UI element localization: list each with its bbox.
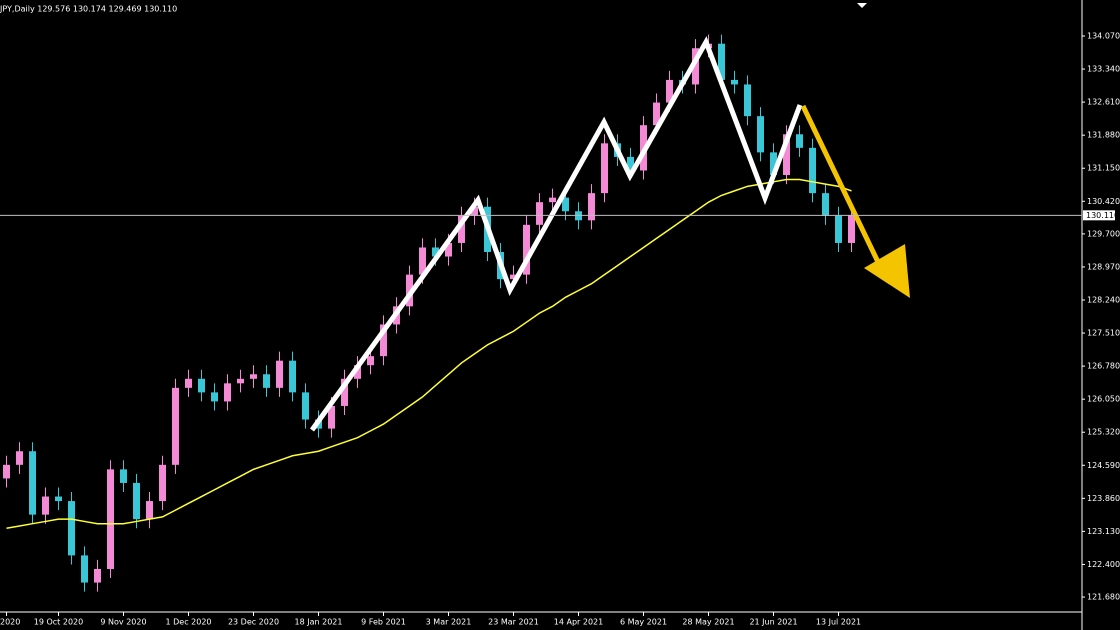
y-tick-label: 123.860 xyxy=(1087,494,1120,503)
y-tick-label: 123.130 xyxy=(1087,527,1120,536)
candle-body xyxy=(601,143,608,194)
candle-body xyxy=(757,116,764,153)
x-tick-label: 3 Mar 2021 xyxy=(426,618,472,627)
y-tick-label: 131.880 xyxy=(1087,131,1120,140)
candle-body xyxy=(510,274,517,280)
candle-body xyxy=(107,469,114,569)
candle-body xyxy=(549,197,556,203)
y-tick-label: 122.400 xyxy=(1087,560,1120,569)
shift-marker xyxy=(857,3,867,8)
y-tick-label: 121.680 xyxy=(1087,593,1120,602)
candle-body xyxy=(627,156,634,171)
last-price-box xyxy=(1083,210,1115,221)
candle-body xyxy=(731,79,738,85)
candle-body xyxy=(133,482,140,520)
candle-body xyxy=(172,387,179,465)
plot-area: 134.070 133.340 132.610 131.880 131.150 130.4… xyxy=(0,32,1120,627)
candle-body xyxy=(692,48,699,85)
candle-body xyxy=(796,134,803,148)
candle-body xyxy=(770,152,777,176)
candle-body xyxy=(471,206,478,216)
y-tick-label: 134.070 xyxy=(1087,32,1120,41)
y-tick-label: 130.420 xyxy=(1087,197,1120,206)
candle-body xyxy=(224,383,231,402)
arrow-shaft xyxy=(800,104,881,264)
candle-body xyxy=(458,215,465,243)
moving-average-line xyxy=(6,178,852,529)
y-tick-label: 126.050 xyxy=(1087,395,1120,404)
x-tick-label: 18 Jan 2021 xyxy=(295,618,343,627)
candle-body xyxy=(16,451,23,465)
candle-body xyxy=(835,215,842,243)
candle-body xyxy=(367,356,374,366)
candle-body xyxy=(29,451,36,515)
candle-body xyxy=(185,378,192,388)
candle-body xyxy=(263,374,270,388)
candle-body xyxy=(198,378,205,393)
candle-body xyxy=(328,405,335,429)
candle-body xyxy=(68,501,75,556)
last-price-label: 130.110 xyxy=(1086,211,1119,220)
candle-body xyxy=(562,197,569,212)
candle-body xyxy=(250,374,257,379)
candle-body xyxy=(146,501,153,520)
y-tick-label: 128.240 xyxy=(1087,296,1120,305)
x-tick-label: 21 Jun 2021 xyxy=(749,618,797,627)
candle-body xyxy=(809,147,816,194)
x-tick-label: 9 Nov 2020 xyxy=(100,618,146,627)
x-tick-label: 23 Mar 2021 xyxy=(488,618,539,627)
x-tick-label: 13 Jul 2021 xyxy=(816,618,861,627)
candle-body xyxy=(666,79,673,103)
candle-body xyxy=(354,365,361,379)
candle-body xyxy=(848,215,855,243)
x-tick-label: 28 May 2021 xyxy=(682,618,734,627)
x-tick-label: 23 Dec 2020 xyxy=(228,618,279,627)
candle-body xyxy=(653,102,660,126)
y-tick-label: 131.150 xyxy=(1087,164,1120,173)
candle-body xyxy=(55,496,62,502)
candle-body xyxy=(432,247,439,257)
candle-body xyxy=(289,360,296,393)
y-tick-label: 129.700 xyxy=(1087,229,1120,238)
y-tick-label: 132.610 xyxy=(1087,98,1120,107)
candle-body xyxy=(822,193,829,216)
candle-body xyxy=(406,274,413,307)
candle-body xyxy=(718,43,725,80)
candle-body xyxy=(523,224,530,275)
candle-body xyxy=(3,464,10,479)
candle-body xyxy=(445,242,452,257)
y-tick-label: 133.340 xyxy=(1087,65,1120,74)
candle-body xyxy=(783,134,790,176)
candle-body xyxy=(81,555,88,583)
y-tick-label: 126.780 xyxy=(1087,362,1120,371)
candle-body xyxy=(120,469,127,483)
candle-body xyxy=(159,464,166,502)
x-tick-label: 6 May 2021 xyxy=(620,618,667,627)
candle-body xyxy=(380,324,387,357)
candle-body xyxy=(536,202,543,225)
candle-body xyxy=(744,84,751,117)
x-tick-label: 14 Apr 2021 xyxy=(554,618,603,627)
y-tick-label: 124.590 xyxy=(1087,461,1120,470)
y-tick-label: 125.320 xyxy=(1087,428,1120,437)
candle-body xyxy=(237,378,244,384)
y-tick-label: 127.510 xyxy=(1087,329,1120,338)
y-tick-label: 128.970 xyxy=(1087,262,1120,271)
candle-body xyxy=(276,360,283,388)
candle-body xyxy=(419,247,426,275)
candle-body xyxy=(42,496,49,515)
candle-body xyxy=(302,392,309,420)
x-tick-label: 19 Oct 2020 xyxy=(34,618,83,627)
candle-body xyxy=(341,378,348,406)
arrow-head xyxy=(864,244,910,298)
x-tick-label: 2020 xyxy=(0,618,20,627)
x-tick-label: 9 Feb 2021 xyxy=(361,618,406,627)
candle-body xyxy=(588,193,595,221)
candle-body xyxy=(211,392,218,402)
x-tick-label: 1 Dec 2020 xyxy=(165,618,211,627)
chart-title: JPY,Daily 129.576 130.174 129.469 130.11… xyxy=(0,5,177,14)
candle-body xyxy=(94,568,101,583)
